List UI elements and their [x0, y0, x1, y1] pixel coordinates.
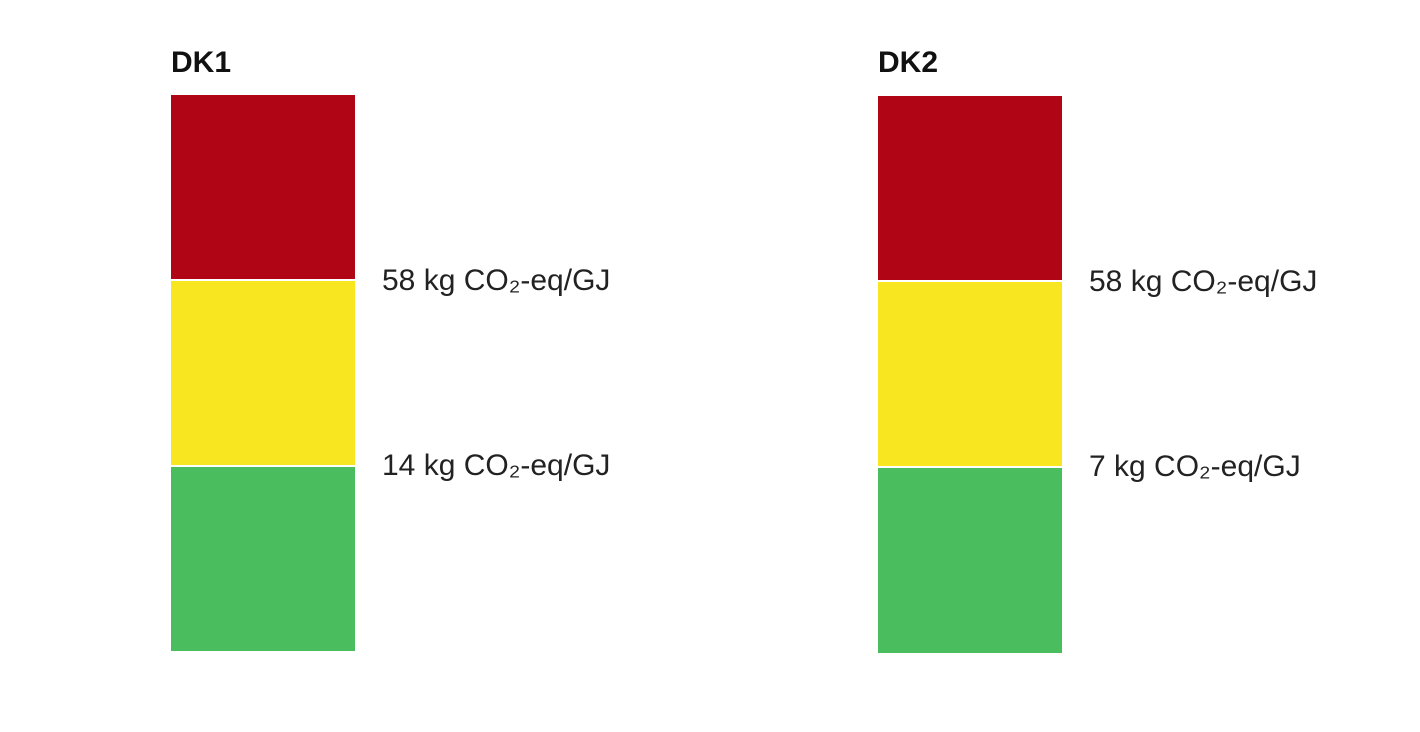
panel-dk2: DK2 58 kg CO₂-eq/GJ 7 kg CO₂-eq/GJ — [878, 0, 1420, 732]
panel-dk1: DK1 58 kg CO₂-eq/GJ 14 kg CO₂-eq/GJ — [171, 0, 771, 732]
lower-threshold-label: 7 kg CO₂-eq/GJ — [1089, 450, 1301, 483]
upper-threshold-label: 58 kg CO₂-eq/GJ — [382, 264, 611, 297]
low-emission-band — [878, 468, 1062, 653]
panel-title: DK1 — [171, 46, 232, 79]
medium-emission-band — [878, 282, 1062, 466]
lower-threshold-label: 14 kg CO₂-eq/GJ — [382, 449, 611, 482]
low-emission-band — [171, 467, 355, 651]
panel-title: DK2 — [878, 46, 939, 79]
high-emission-band — [171, 95, 355, 279]
high-emission-band — [878, 96, 1062, 280]
upper-threshold-label: 58 kg CO₂-eq/GJ — [1089, 265, 1318, 298]
medium-emission-band — [171, 281, 355, 465]
